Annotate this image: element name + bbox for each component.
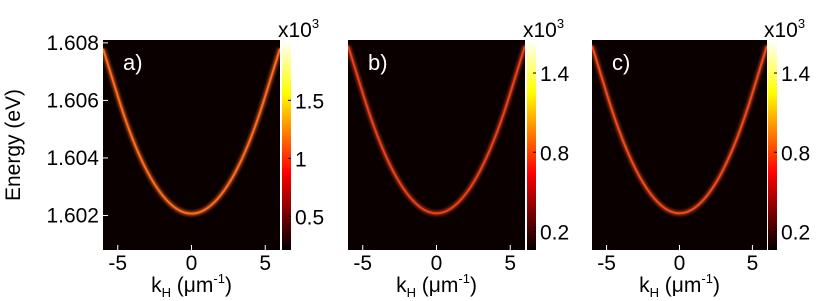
dispersion-curve — [103, 48, 280, 215]
colorbar-label: x103 — [764, 16, 805, 42]
dispersion-curve — [592, 45, 767, 215]
label-part: ) — [713, 274, 720, 297]
colorbar — [527, 40, 536, 250]
x-tick-label: 0 — [431, 252, 443, 275]
label-part: k — [151, 274, 162, 297]
colorbar-tick-label: 1.4 — [781, 63, 811, 86]
label-part: x10 — [278, 19, 312, 42]
dispersion-curve — [348, 45, 525, 215]
label-part: x10 — [523, 19, 557, 42]
label-sub: H — [162, 285, 171, 300]
curve-group — [592, 45, 767, 216]
label-sub: H — [407, 285, 416, 300]
panel-label: b) — [368, 50, 388, 75]
x-tick-label: -5 — [597, 252, 616, 275]
label-sup: -1 — [458, 271, 470, 286]
x-tick-label: -5 — [353, 252, 372, 275]
colorbar-tick-label: 0.8 — [781, 142, 810, 165]
x-axis-label: kH (μm-1) — [396, 271, 477, 300]
panel-label: a) — [123, 50, 143, 75]
colorbar-tick-label: 0.2 — [540, 222, 569, 245]
label-sup: 3 — [557, 16, 564, 31]
y-tick-label: 1.602 — [46, 204, 99, 227]
y-tick-label: 1.606 — [46, 89, 99, 112]
label-part: (μm — [659, 274, 701, 297]
colorbar-tick-label: 0.5 — [295, 206, 324, 229]
colorbar-label: x103 — [278, 16, 319, 42]
panel-label: c) — [612, 50, 630, 75]
label-part: k — [639, 274, 650, 297]
label-part: x10 — [764, 19, 798, 42]
colorbar-label: x103 — [523, 16, 564, 42]
y-tick-label: 1.608 — [46, 32, 99, 55]
colorbar-tick-label: 1 — [295, 148, 307, 171]
label-part: ) — [470, 274, 477, 297]
colorbar-tick-label: 1.5 — [295, 90, 324, 113]
x-axis-label: kH (μm-1) — [639, 271, 720, 300]
colorbar-tick-label: 0.2 — [781, 222, 810, 245]
x-tick-label: -5 — [108, 252, 127, 275]
x-tick-label: 5 — [259, 252, 271, 275]
y-tick-label: 1.604 — [46, 147, 99, 170]
colorbar — [282, 40, 291, 250]
label-sub: H — [650, 285, 659, 300]
curve-group — [348, 45, 525, 216]
label-part: (μm — [171, 274, 213, 297]
label-sup: -1 — [701, 271, 713, 286]
label-part: ) — [225, 274, 232, 297]
x-tick-label: 5 — [747, 252, 759, 275]
label-sup: -1 — [213, 271, 225, 286]
x-tick-label: 0 — [674, 252, 686, 275]
x-tick-label: 0 — [186, 252, 198, 275]
x-tick-label: 5 — [504, 252, 516, 275]
colorbar-tick-label: 1.4 — [540, 63, 570, 86]
y-axis-label: Energy (eV) — [2, 89, 25, 201]
curve-group — [103, 47, 280, 217]
colorbar-tick-label: 0.8 — [540, 142, 569, 165]
label-sup: 3 — [798, 16, 805, 31]
label-part: (μm — [416, 274, 458, 297]
x-axis-label: kH (μm-1) — [151, 271, 232, 300]
colorbar — [768, 40, 777, 250]
label-sup: 3 — [312, 16, 319, 31]
label-part: k — [396, 274, 407, 297]
